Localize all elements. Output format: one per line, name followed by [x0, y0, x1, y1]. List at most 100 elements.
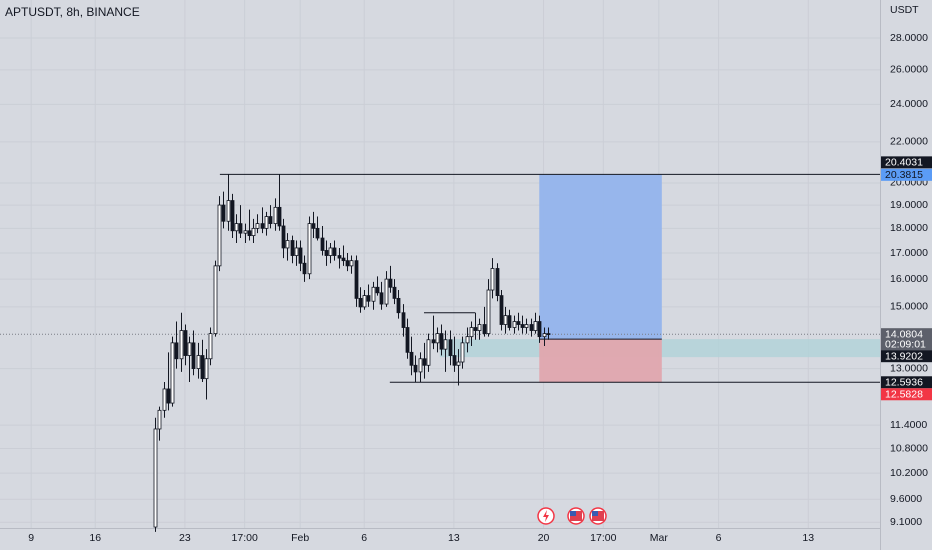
- candle-body: [418, 358, 423, 373]
- candle-body: [529, 324, 534, 331]
- y-tick-label: 10.8000: [890, 442, 928, 454]
- candle-body: [486, 289, 491, 334]
- candle-body: [251, 227, 256, 237]
- candle-body: [465, 336, 470, 344]
- candle-body: [542, 333, 547, 338]
- candle-body: [307, 223, 312, 275]
- candle-body: [439, 333, 444, 350]
- candle-body: [366, 295, 371, 302]
- candle-body: [238, 223, 243, 234]
- candle-body: [268, 216, 273, 225]
- candle-body: [375, 286, 380, 294]
- y-tick-label: 10.2000: [890, 467, 928, 479]
- candle-body: [452, 355, 457, 366]
- candle-body: [431, 339, 436, 344]
- candle-body: [413, 364, 418, 373]
- candle-body: [200, 355, 205, 380]
- target-zone: [539, 174, 662, 340]
- candle-body: [230, 200, 235, 232]
- candle-body: [153, 428, 158, 528]
- y-tick-label: 15.0000: [890, 301, 928, 313]
- price-tag-bg: [881, 156, 932, 169]
- candle-body: [298, 247, 303, 264]
- price-tag: 20.4031: [881, 156, 932, 169]
- x-tick-label: Feb: [291, 532, 309, 544]
- y-tick-label: 13.0000: [890, 362, 928, 374]
- y-tick-label: 26.0000: [890, 64, 928, 76]
- candle-body: [507, 315, 512, 328]
- y-tick-label: 11.4000: [890, 419, 927, 431]
- stop-zone: [539, 339, 662, 383]
- candle-body: [371, 286, 376, 302]
- candle-body: [183, 330, 188, 356]
- price-tag: 12.5936: [881, 376, 932, 389]
- x-tick-label: 17:00: [590, 532, 616, 544]
- drawings: [0, 173, 880, 383]
- candle-body: [537, 321, 542, 338]
- candle-body: [524, 324, 529, 328]
- candle-body: [311, 223, 316, 229]
- candle-body: [157, 409, 162, 430]
- price-tag: 20.3815: [881, 168, 932, 181]
- candle-body: [448, 339, 453, 356]
- candle-body: [426, 339, 431, 366]
- candle-body: [546, 333, 551, 335]
- candle-body: [345, 260, 350, 267]
- candle-body: [302, 262, 307, 275]
- x-tick-label: 20: [538, 532, 550, 544]
- y-tick-label: 28.0000: [890, 32, 928, 44]
- flag-icon: [592, 511, 598, 516]
- candle-body: [290, 240, 295, 256]
- candle-body: [315, 227, 320, 239]
- candle-body: [409, 351, 414, 366]
- candle-body: [477, 324, 482, 331]
- candle-body: [460, 342, 465, 363]
- x-tick-label: 13: [802, 532, 814, 544]
- candle-body: [503, 315, 508, 325]
- y-tick-label: 18.0000: [890, 222, 928, 234]
- x-tick-label: 23: [179, 532, 191, 544]
- candle-body: [213, 265, 218, 334]
- candle-body: [384, 278, 389, 305]
- candle-body: [443, 339, 448, 350]
- candle-body: [285, 240, 290, 249]
- price-tag-bg: [881, 388, 932, 401]
- price-tag-label: 20.4031: [885, 157, 923, 169]
- lightning-icon: [543, 510, 549, 522]
- candle-body: [482, 324, 487, 334]
- chart-title: APTUSDT, 8h, BINANCE: [5, 5, 140, 19]
- price-tag-label: 14.0804: [885, 328, 923, 340]
- candle-body: [328, 247, 333, 256]
- candle-body: [273, 206, 278, 225]
- candle-body: [533, 321, 538, 331]
- price-tag-label: 20.3815: [885, 169, 923, 181]
- price-tag-bg: [881, 350, 932, 363]
- candle-body: [217, 204, 222, 267]
- candle-body: [324, 250, 329, 256]
- price-tag-bg: [881, 168, 932, 181]
- candle-body: [234, 223, 239, 232]
- x-tick-label: 9: [28, 532, 34, 544]
- price-tag-label: 12.5828: [885, 389, 923, 401]
- y-tick-label: 9.6000: [890, 493, 922, 505]
- candle-body: [392, 286, 397, 299]
- candle-body: [473, 327, 478, 331]
- candle-body: [179, 330, 184, 360]
- y-tick-label: 17.0000: [890, 247, 928, 259]
- candle-body: [166, 388, 171, 404]
- x-tick-label: 16: [89, 532, 101, 544]
- x-tick-label: 17:00: [232, 532, 258, 544]
- event-icons: [537, 507, 607, 525]
- flag-icon: [570, 511, 576, 516]
- y-tick-label: 24.0000: [890, 98, 928, 110]
- candle-body: [358, 297, 363, 308]
- price-tag: 13.9202: [881, 350, 932, 362]
- candle-body: [341, 257, 346, 262]
- candle-body: [294, 247, 299, 256]
- candle-body: [191, 342, 196, 369]
- candle-body: [221, 204, 226, 222]
- candle-body: [512, 321, 517, 328]
- candle-body: [469, 327, 474, 338]
